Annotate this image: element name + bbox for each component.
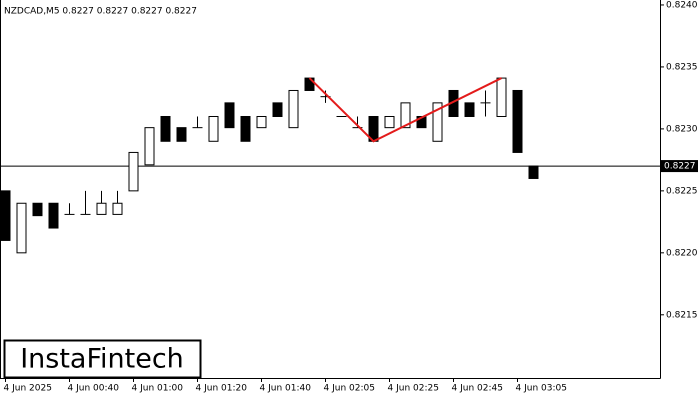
- candle-body: [224, 102, 235, 129]
- logo: InstaFintech: [20, 344, 184, 375]
- current-price-box: [661, 160, 698, 173]
- candle-body: [96, 202, 107, 215]
- candle-body: [400, 102, 411, 129]
- candle-body: [256, 115, 267, 129]
- candle-body: [16, 202, 27, 254]
- candle-body: [464, 102, 475, 117]
- y-tick-label: 0.8240: [666, 0, 698, 10]
- candle-body: [176, 127, 187, 142]
- candle-body: [160, 115, 171, 142]
- y-tick-label: 0.8235: [666, 62, 698, 72]
- y-tick-label: 0.8220: [666, 248, 698, 258]
- y-tick-label: 0.8230: [666, 124, 698, 134]
- candle-body: [48, 202, 59, 229]
- x-tick-label: 4 Jun 02:45: [452, 384, 503, 394]
- candle-body: [0, 190, 11, 241]
- candle-body: [208, 115, 219, 142]
- candle-body: [528, 165, 539, 179]
- logo-box: [3, 339, 202, 379]
- candle-body: [144, 127, 155, 166]
- x-tick-label: 4 Jun 02:25: [388, 384, 439, 394]
- x-tick-label: 4 Jun 2025: [4, 384, 52, 394]
- candle-body: [512, 89, 523, 153]
- candle-body: [240, 115, 251, 142]
- current-price-label: 0.8227: [664, 162, 696, 172]
- y-tick-label: 0.8225: [666, 186, 698, 196]
- x-tick-label: 4 Jun 01:20: [196, 384, 248, 394]
- candle-body: [384, 115, 395, 129]
- x-tick-label: 4 Jun 02:05: [324, 384, 375, 394]
- candle-body: [272, 102, 283, 117]
- candle-body: [496, 77, 507, 117]
- y-tick-label: 0.8215: [666, 310, 698, 320]
- chart-title: NZDCAD,M5 0.8227 0.8227 0.8227 0.8227: [4, 7, 197, 17]
- x-tick-label: 4 Jun 01:00: [132, 384, 184, 394]
- x-tick-label: 4 Jun 03:05: [516, 384, 567, 394]
- candle-body: [112, 202, 123, 215]
- candle-body: [32, 202, 43, 217]
- x-tick-label: 4 Jun 01:40: [260, 384, 312, 394]
- candle-body: [288, 89, 299, 129]
- candle-body: [432, 102, 443, 142]
- pattern-line: [308, 77, 502, 143]
- x-tick-label: 4 Jun 00:40: [68, 384, 120, 394]
- candle-body: [128, 151, 139, 192]
